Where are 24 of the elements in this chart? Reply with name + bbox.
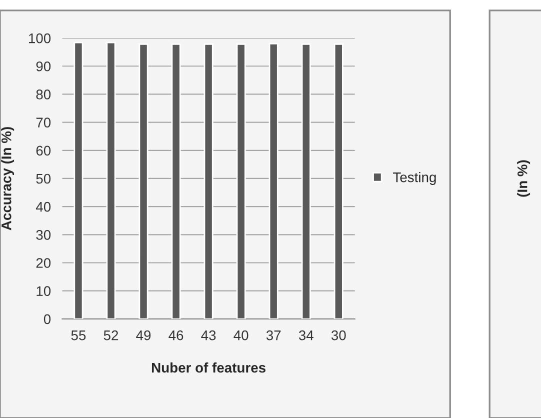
x-tick-label: 43	[201, 330, 216, 340]
y-tick-label: 80	[36, 90, 51, 100]
y-tick-label: 20	[36, 258, 51, 268]
y-tick-label: 50	[36, 174, 51, 184]
text: (In %)	[517, 160, 530, 197]
x-tick-label: 49	[136, 330, 151, 340]
y-tick-label: 40	[36, 202, 51, 212]
x-tick-label: 40	[234, 330, 248, 340]
y-axis-title: Accuracy (In %)	[1, 127, 14, 230]
y-tick-label: 70	[36, 118, 51, 128]
x-tick-label: 37	[266, 330, 281, 340]
x-axis-title: Nuber of features	[152, 362, 266, 373]
y-tick-label: 10	[36, 286, 51, 296]
x-tick-label: 55	[71, 330, 86, 340]
y-tick-label: 60	[36, 146, 51, 156]
x-tick-label: 30	[331, 330, 346, 340]
y-tick-label: 30	[36, 230, 51, 240]
x-tick-label: 52	[104, 330, 118, 340]
y-tick-label: 0	[44, 314, 51, 324]
y-tick-label: 90	[36, 61, 51, 72]
y-tick-label: 100	[28, 33, 51, 44]
x-tick-label: 46	[168, 330, 184, 340]
legend-label: Testing	[393, 172, 436, 185]
x-tick-label: 34	[298, 330, 314, 340]
